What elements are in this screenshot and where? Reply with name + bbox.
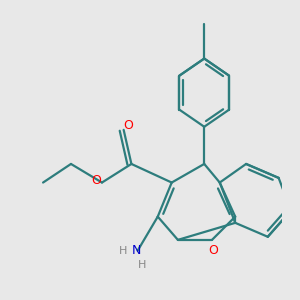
Text: O: O <box>123 119 133 132</box>
Text: H: H <box>138 260 146 270</box>
Text: N: N <box>131 244 141 256</box>
Text: H: H <box>118 246 127 256</box>
Text: O: O <box>208 244 218 257</box>
Text: O: O <box>91 175 101 188</box>
